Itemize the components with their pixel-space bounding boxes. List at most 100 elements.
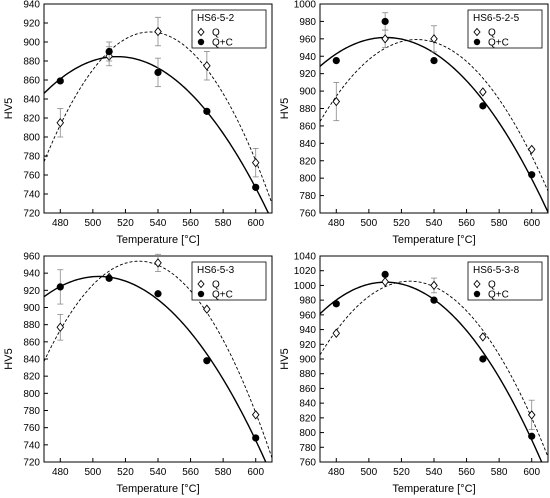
y-tick-label: 840 (23, 355, 40, 366)
x-tick-label: 540 (150, 218, 167, 229)
y-axis-label: HV5 (279, 98, 291, 119)
y-tick-label: 720 (23, 458, 40, 469)
data-point-q (203, 304, 211, 314)
data-point-q (381, 277, 389, 287)
legend-box (467, 261, 543, 301)
y-tick-label: 1040 (294, 252, 317, 263)
data-point-q (154, 258, 162, 268)
y-tick-label: 920 (299, 340, 316, 351)
data-point-qplusc (105, 274, 113, 282)
y-tick-label: 880 (23, 320, 40, 331)
legend-marker-qplusc (197, 290, 205, 298)
y-tick-label: 960 (299, 34, 316, 45)
data-point-qplusc (332, 300, 340, 308)
y-tick-label: 740 (23, 190, 40, 201)
legend-box (467, 9, 543, 49)
data-point-q (479, 87, 487, 97)
x-tick-label: 480 (52, 218, 69, 229)
x-tick-label: 600 (523, 467, 540, 478)
legend-entry: Q (488, 280, 496, 291)
data-point-qplusc (430, 57, 438, 65)
y-tick-label: 720 (23, 209, 40, 220)
y-tick-label: 980 (299, 296, 316, 307)
legend-entry: Q+C (212, 38, 233, 49)
data-point-q (479, 332, 487, 342)
data-point-qplusc (528, 432, 536, 440)
y-tick-label: 780 (23, 152, 40, 163)
data-point-q (527, 144, 536, 155)
legend-box (191, 261, 267, 301)
x-tick-label: 500 (361, 467, 378, 478)
data-point-qplusc (154, 290, 162, 298)
data-point-qplusc (430, 296, 438, 304)
x-tick-label: 600 (247, 467, 264, 478)
y-tick-label: 820 (299, 156, 316, 167)
x-tick-label: 600 (247, 218, 264, 229)
y-tick-label: 900 (299, 355, 316, 366)
x-axis-label: Temperature [°C] (392, 483, 475, 495)
y-tick-label: 900 (23, 38, 40, 49)
x-tick-label: 580 (215, 467, 232, 478)
y-tick-label: 1020 (294, 266, 317, 277)
data-point-q (203, 61, 211, 71)
x-tick-label: 520 (393, 218, 410, 229)
x-tick-label: 520 (393, 467, 410, 478)
x-tick-label: 580 (215, 218, 232, 229)
data-point-q (527, 410, 536, 420)
x-tick-label: 580 (491, 218, 508, 229)
fit-curve-qplusc (320, 281, 543, 462)
y-tick-label: 860 (23, 337, 40, 348)
x-axis-label: Temperature [°C] (392, 234, 475, 246)
fit-curve-q (320, 39, 548, 192)
data-point-qplusc (154, 68, 162, 76)
legend-marker-qplusc (473, 290, 481, 298)
y-tick-label: 860 (299, 121, 316, 132)
data-point-qplusc (203, 107, 211, 115)
y-tick-label: 820 (23, 114, 40, 125)
legend-title: HS6-5-2-5 (473, 13, 520, 24)
y-tick-label: 940 (299, 325, 316, 336)
y-tick-label: 920 (299, 69, 316, 80)
data-point-q (430, 34, 438, 44)
x-tick-label: 520 (117, 467, 134, 478)
x-tick-label: 500 (85, 467, 102, 478)
data-point-qplusc (479, 355, 487, 363)
data-point-qplusc (528, 171, 536, 179)
y-tick-label: 760 (23, 171, 40, 182)
y-tick-label: 900 (299, 87, 316, 98)
y-tick-label: 940 (299, 52, 316, 63)
data-point-qplusc (381, 17, 389, 26)
y-tick-label: 860 (299, 384, 316, 395)
y-tick-label: 800 (299, 174, 316, 185)
x-tick-label: 500 (85, 218, 102, 229)
data-point-qplusc (56, 77, 64, 85)
x-tick-label: 580 (491, 467, 508, 478)
legend-box (191, 9, 267, 49)
y-tick-label: 780 (23, 406, 40, 417)
x-tick-label: 540 (150, 467, 167, 478)
y-tick-label: 840 (299, 139, 316, 150)
data-point-q (430, 280, 438, 291)
y-tick-label: 780 (299, 191, 316, 202)
x-tick-label: 560 (458, 218, 475, 229)
y-tick-label: 880 (299, 104, 316, 115)
data-point-qplusc (203, 357, 211, 365)
x-tick-label: 540 (426, 467, 443, 478)
x-tick-label: 560 (458, 467, 475, 478)
y-tick-label: 860 (23, 76, 40, 87)
data-point-qplusc (332, 57, 340, 65)
chart-panel-2: 480 500 520 540 560 580 600 760 780 800 820 840 860 8… (279, 0, 549, 246)
y-tick-label: 820 (23, 372, 40, 383)
legend-entry: Q (212, 28, 220, 39)
y-tick-label: 960 (23, 252, 40, 263)
y-tick-label: 780 (299, 443, 316, 454)
x-tick-label: 560 (182, 467, 199, 478)
y-tick-label: 960 (299, 310, 316, 321)
legend-title: HS6-5-3 (197, 265, 235, 276)
y-tick-label: 760 (23, 423, 40, 434)
fit-curve-qplusc (44, 275, 267, 462)
legend-marker-q (473, 27, 481, 37)
data-point-q (332, 328, 341, 338)
y-tick-label: 800 (23, 133, 40, 144)
